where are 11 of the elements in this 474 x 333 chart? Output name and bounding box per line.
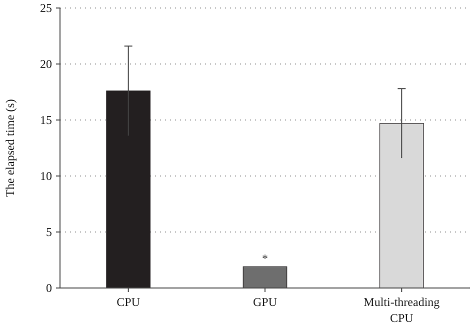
y-tick-label: 25	[40, 1, 52, 16]
y-tick-label: 20	[40, 57, 52, 72]
x-tick-label: GPU	[252, 295, 278, 309]
y-tick-label: 10	[40, 169, 52, 184]
y-tick-label: 5	[46, 225, 52, 240]
x-tick-label: Multi-threading CPU	[364, 295, 440, 325]
y-tick-label: 0	[46, 281, 52, 296]
y-tick-label: 15	[40, 113, 52, 128]
x-tick-label: CPU	[116, 295, 140, 309]
annotation: *	[262, 252, 268, 266]
y-axis-title: The elapsed time (s)	[3, 99, 17, 197]
